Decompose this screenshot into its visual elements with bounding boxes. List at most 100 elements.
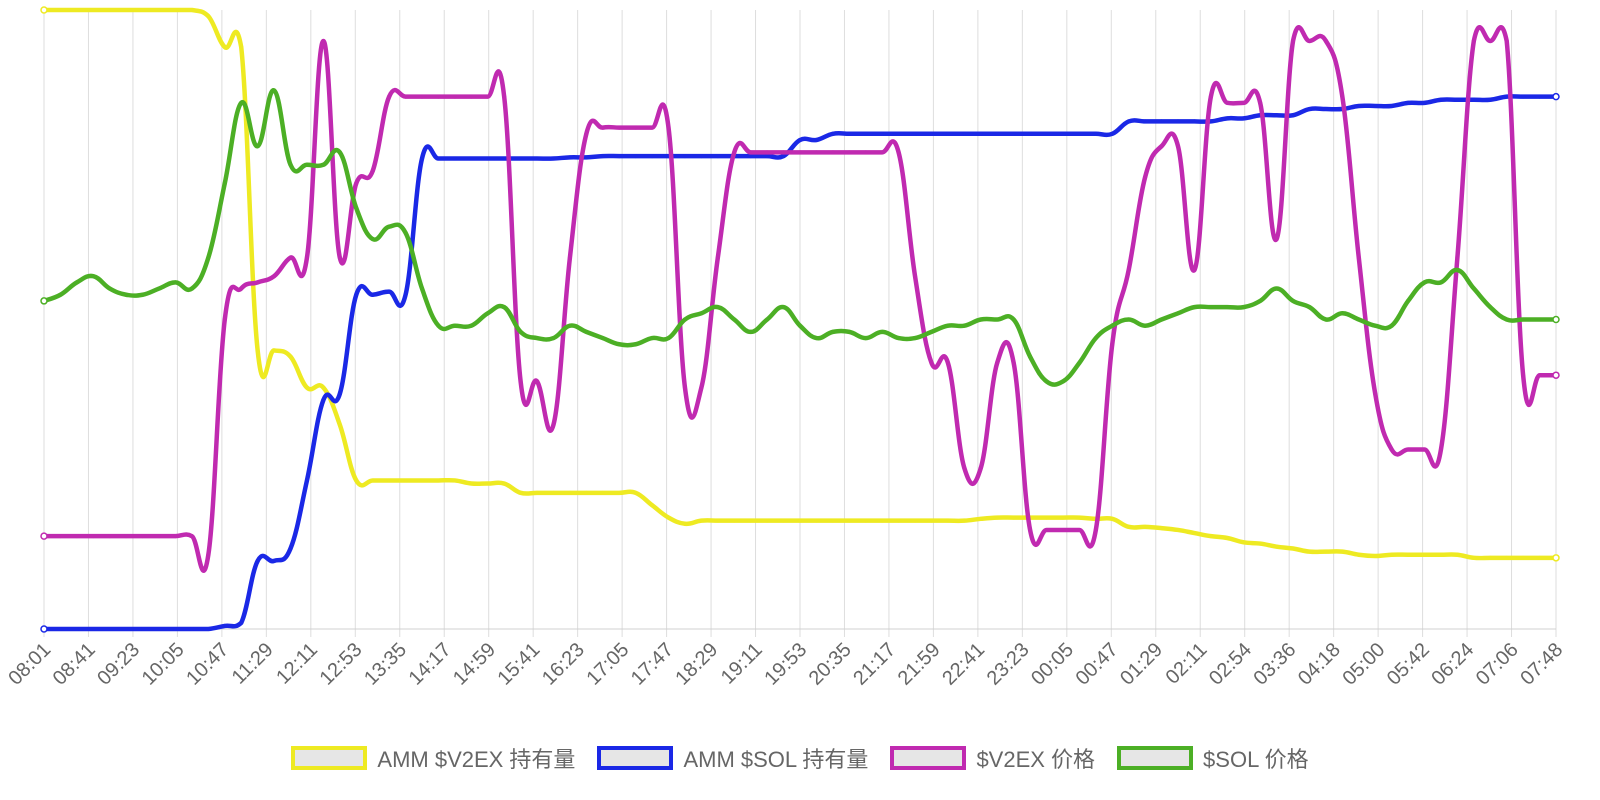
data-point xyxy=(1060,131,1065,136)
data-point xyxy=(288,354,293,359)
data-point xyxy=(157,8,162,12)
data-point xyxy=(633,125,638,130)
data-point xyxy=(403,94,408,99)
data-point xyxy=(239,620,244,625)
data-point xyxy=(1159,526,1164,531)
data-point xyxy=(650,154,655,159)
data-point xyxy=(945,131,950,136)
data-point xyxy=(485,311,490,316)
data-point xyxy=(830,329,835,334)
data-point xyxy=(1356,317,1361,322)
data-point xyxy=(436,323,441,328)
data-point xyxy=(40,532,48,540)
data-point xyxy=(58,8,63,12)
data-point xyxy=(107,534,112,539)
data-point xyxy=(1438,552,1443,557)
data-point xyxy=(288,162,293,167)
legend-item-v2ex-holdings[interactable]: AMM $V2EX 持有量 xyxy=(291,742,575,774)
data-point xyxy=(650,336,655,341)
x-tick-label: 11:29 xyxy=(228,639,278,689)
data-point xyxy=(1406,552,1411,557)
data-point xyxy=(781,305,786,310)
legend-item-sol-holdings[interactable]: AMM $SOL 持有量 xyxy=(597,742,868,774)
legend-swatch xyxy=(890,746,967,770)
data-point xyxy=(962,323,967,328)
x-tick-label: 21:17 xyxy=(849,639,900,690)
data-point xyxy=(929,360,934,365)
x-tick-label: 04:18 xyxy=(1294,639,1345,690)
data-point xyxy=(518,156,523,161)
data-point xyxy=(1504,38,1509,43)
data-point xyxy=(913,518,918,523)
data-point xyxy=(1077,515,1082,520)
data-point xyxy=(485,481,490,486)
data-point xyxy=(1455,97,1460,102)
data-point xyxy=(1274,113,1279,118)
data-point xyxy=(765,150,770,155)
data-point xyxy=(370,478,375,483)
x-tick-label: 14:17 xyxy=(405,639,456,690)
data-point xyxy=(1291,113,1296,118)
data-point xyxy=(387,289,392,294)
data-point xyxy=(1241,100,1246,105)
data-point xyxy=(1176,119,1180,124)
data-point xyxy=(74,280,79,285)
data-point xyxy=(863,336,868,341)
data-point xyxy=(1274,286,1279,291)
data-point xyxy=(1110,323,1115,328)
data-point xyxy=(978,131,983,136)
legend-item-v2ex-price[interactable]: $V2EX 价格 xyxy=(890,742,1095,774)
legend-label: AMM $SOL 持有量 xyxy=(683,747,869,772)
data-point xyxy=(173,534,178,539)
data-point xyxy=(1521,317,1526,322)
data-point xyxy=(699,518,704,523)
data-point xyxy=(617,490,622,495)
data-point xyxy=(1340,549,1345,554)
data-point xyxy=(682,385,687,390)
data-point xyxy=(880,329,885,334)
data-point xyxy=(40,297,48,305)
data-point xyxy=(1521,373,1526,378)
data-point xyxy=(1225,116,1230,121)
data-point xyxy=(222,317,227,322)
data-point xyxy=(1208,305,1213,310)
data-point xyxy=(1323,38,1328,43)
legend-item-sol-price[interactable]: $SOL 价格 xyxy=(1117,742,1309,774)
data-point xyxy=(189,286,194,291)
data-point xyxy=(1143,175,1148,180)
data-point xyxy=(814,518,819,523)
data-point xyxy=(715,518,720,523)
data-point xyxy=(124,8,129,12)
data-point xyxy=(748,329,753,334)
data-point xyxy=(584,131,589,136)
x-tick-label: 07:48 xyxy=(1516,639,1567,690)
data-point xyxy=(1323,549,1328,554)
data-point xyxy=(124,292,129,297)
data-point xyxy=(699,154,704,159)
data-point xyxy=(189,627,194,631)
data-point xyxy=(814,150,819,155)
data-point xyxy=(485,156,490,161)
data-point xyxy=(1225,100,1230,105)
data-point xyxy=(1192,267,1197,272)
data-point xyxy=(1521,555,1526,560)
data-point xyxy=(321,38,326,43)
data-point xyxy=(1521,94,1526,99)
data-point xyxy=(58,292,63,297)
x-tick-label: 03:36 xyxy=(1249,639,1300,690)
data-point xyxy=(913,336,918,341)
data-point xyxy=(535,336,540,341)
data-point xyxy=(107,627,112,631)
data-point xyxy=(140,627,145,631)
data-point xyxy=(1011,131,1016,136)
data-point xyxy=(896,150,901,155)
data-point xyxy=(1077,131,1082,136)
data-point xyxy=(1373,103,1378,108)
legend-swatch xyxy=(291,746,368,770)
data-point xyxy=(863,518,868,523)
x-tick-label: 12:53 xyxy=(316,639,367,690)
data-point xyxy=(1422,447,1427,452)
data-point xyxy=(1471,38,1476,43)
data-point xyxy=(732,150,737,155)
data-point xyxy=(1192,305,1197,310)
